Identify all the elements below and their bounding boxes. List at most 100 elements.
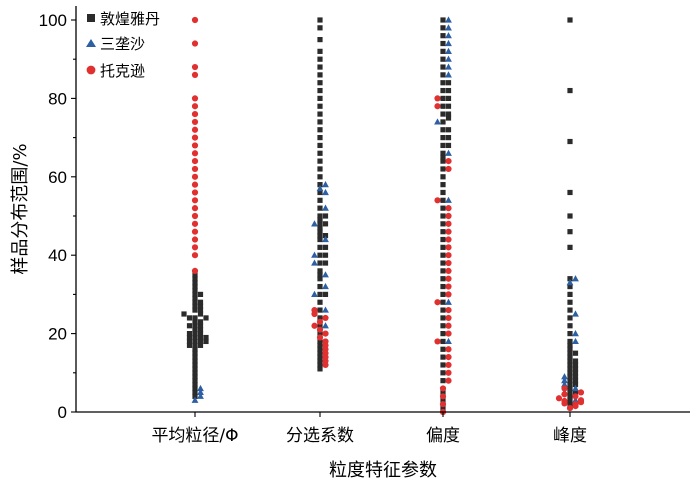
data-point-dunhuang: [322, 213, 329, 219]
data-point-tuokexun: [316, 326, 324, 333]
data-point-dunhuang: [440, 197, 446, 203]
data-point-sanlong: [322, 306, 329, 313]
data-point-dunhuang: [317, 72, 323, 78]
y-tick-label: 100: [39, 11, 67, 30]
legend-label-sanlong: 三垄沙: [100, 35, 145, 53]
data-point-tuokexun: [445, 275, 452, 282]
data-point-dunhuang: [317, 127, 323, 133]
data-point-dunhuang: [317, 87, 323, 94]
data-point-dunhuang: [197, 331, 204, 337]
data-point-dunhuang: [445, 115, 452, 121]
y-axis-title: 样品分布范围/%: [10, 143, 31, 274]
data-point-dunhuang: [186, 334, 193, 341]
data-point-tuokexun: [191, 267, 199, 274]
data-point-dunhuang: [317, 268, 323, 274]
data-point-dunhuang: [192, 307, 198, 313]
data-point-dunhuang: [440, 135, 446, 141]
data-point-dunhuang: [317, 366, 323, 372]
data-point-dunhuang: [440, 87, 446, 94]
data-point-tuokexun: [439, 401, 447, 408]
x-axis-title: 粒度特征参数: [329, 460, 437, 481]
data-point-dunhuang: [440, 103, 446, 109]
data-point-dunhuang: [567, 362, 573, 368]
data-point-sanlong: [445, 149, 452, 156]
data-point-dunhuang: [572, 362, 579, 368]
data-point-dunhuang: [567, 350, 573, 356]
data-point-dunhuang: [567, 307, 573, 313]
data-point-tuokexun: [445, 165, 452, 173]
data-point-dunhuang: [192, 303, 198, 309]
data-point-dunhuang: [440, 150, 446, 156]
data-point-sanlong: [197, 388, 204, 395]
data-point-dunhuang: [317, 142, 323, 149]
data-point-dunhuang: [440, 72, 446, 78]
data-point-tuokexun: [439, 393, 447, 400]
data-point-dunhuang: [567, 229, 573, 235]
data-point-dunhuang: [317, 158, 323, 164]
data-point-sanlong: [311, 259, 318, 266]
data-point-sanlong: [445, 16, 452, 23]
data-point-tuokexun: [191, 212, 199, 220]
data-point-sanlong: [311, 220, 318, 227]
data-point-tuokexun: [311, 322, 318, 329]
data-point-dunhuang: [440, 119, 446, 125]
data-point-sanlong: [322, 204, 329, 211]
data-point-dunhuang: [322, 252, 329, 258]
data-point-dunhuang: [440, 166, 446, 172]
data-point-dunhuang: [572, 381, 579, 388]
data-point-dunhuang: [181, 311, 187, 317]
data-point-tuokexun: [445, 361, 452, 369]
data-point-dunhuang: [203, 338, 209, 345]
data-point-dunhuang: [440, 25, 446, 31]
data-point-dunhuang: [440, 244, 446, 250]
data-point-dunhuang: [317, 338, 323, 345]
data-point-sanlong: [322, 235, 329, 243]
data-point-dunhuang: [440, 378, 446, 384]
data-point-tuokexun: [191, 110, 199, 118]
data-point-dunhuang: [203, 315, 209, 321]
data-point-dunhuang: [192, 323, 198, 329]
data-point-dunhuang: [192, 334, 198, 341]
data-point-dunhuang: [440, 158, 446, 164]
data-point-dunhuang: [440, 205, 446, 211]
data-point-dunhuang: [197, 319, 204, 325]
data-point-dunhuang: [322, 291, 329, 297]
data-point-sanlong: [197, 384, 204, 392]
data-point-dunhuang: [440, 80, 446, 86]
y-tick-label: 20: [48, 325, 67, 344]
data-point-dunhuang: [317, 205, 323, 211]
data-point-dunhuang: [197, 323, 204, 329]
data-point-sanlong: [572, 337, 579, 345]
data-point-sanlong: [561, 377, 568, 384]
data-point-dunhuang: [567, 378, 573, 384]
data-point-dunhuang: [567, 401, 573, 407]
data-point-dunhuang: [186, 342, 193, 348]
data-point-dunhuang: [186, 315, 193, 321]
data-point-tuokexun: [191, 252, 199, 259]
data-point-dunhuang: [197, 338, 204, 345]
data-point-dunhuang: [197, 334, 204, 341]
data-point-tuokexun: [445, 267, 452, 274]
data-point-dunhuang: [440, 182, 446, 188]
data-point-tuokexun: [191, 181, 199, 188]
data-point-sanlong: [572, 396, 579, 403]
data-point-dunhuang: [317, 48, 323, 54]
data-point-tuokexun: [191, 228, 199, 235]
data-point-dunhuang: [317, 221, 323, 227]
data-point-dunhuang: [317, 346, 323, 352]
data-point-dunhuang: [317, 189, 323, 196]
data-point-tuokexun: [191, 189, 199, 196]
data-point-dunhuang: [192, 358, 198, 364]
data-point-dunhuang: [317, 354, 323, 360]
data-point-tuokexun: [445, 322, 452, 329]
x-category-label: 分选系数: [286, 426, 354, 446]
data-point-sanlong: [445, 298, 452, 305]
data-point-tuokexun: [191, 205, 199, 212]
data-point-dunhuang: [567, 299, 573, 305]
data-point-dunhuang: [572, 358, 579, 364]
data-point-dunhuang: [440, 48, 446, 54]
data-point-dunhuang: [317, 174, 323, 180]
x-axis-ticks: 平均粒径/Φ 分选系数 偏度 峰度: [151, 412, 587, 446]
data-point-dunhuang: [317, 323, 323, 329]
